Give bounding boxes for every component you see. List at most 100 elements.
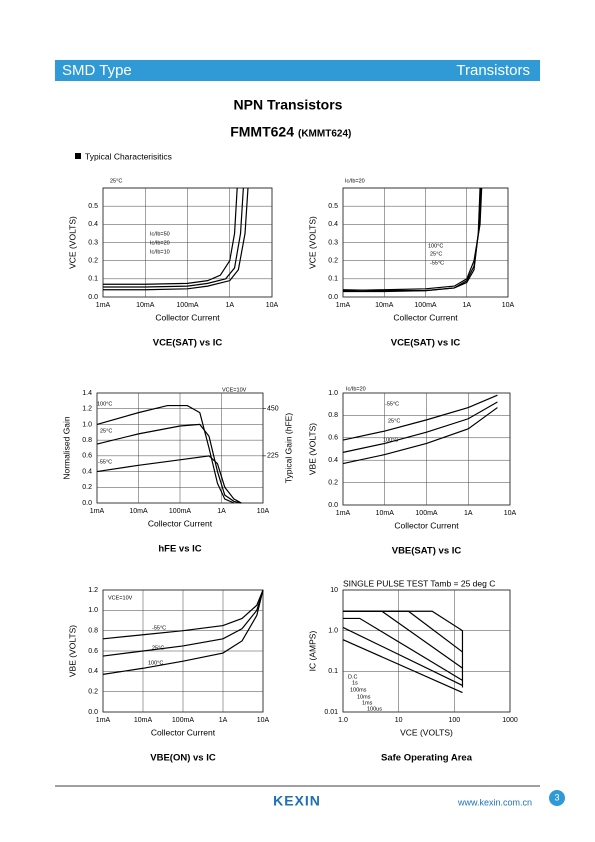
curve — [343, 610, 463, 653]
y-axis-label: VCE (VOLTS) — [307, 216, 317, 269]
x-tick-label: 1mA — [90, 508, 105, 515]
series-label: -55°C — [385, 401, 399, 407]
x-axis-label: Collector Current — [393, 312, 458, 322]
footer-url: www.kexin.com.cn — [457, 797, 532, 807]
x-tick-label: 100mA — [172, 717, 195, 724]
y-tick-label: 0.4 — [82, 468, 92, 475]
y2-axis-label: Typical Gain (hFE) — [283, 413, 293, 484]
x-axis-label: Collector Current — [151, 727, 216, 737]
series-label: 100°C — [428, 243, 443, 249]
page-badge — [549, 790, 565, 806]
y-tick-label: 1.0 — [328, 390, 338, 397]
part-alt: (KMMT624) — [298, 129, 351, 140]
y-tick-label: 0.0 — [82, 500, 92, 507]
y-tick-label: 0.4 — [88, 668, 98, 675]
x-tick-label: 1mA — [336, 510, 351, 517]
y-tick-label: 0.4 — [328, 457, 338, 464]
y-tick-label: 0.2 — [88, 689, 98, 696]
y-axis-label: Normalised Gain — [61, 416, 71, 480]
curve — [342, 639, 463, 694]
chart-title: SINGLE PULSE TEST Tamb = 25 deg C — [343, 578, 495, 588]
series-label: 25°C — [100, 428, 112, 434]
curve — [342, 187, 483, 292]
curve — [343, 610, 464, 688]
y-tick-label: 0.8 — [82, 437, 92, 444]
y-tick-label: 0.01 — [324, 709, 338, 716]
y-tick-label: 0.1 — [88, 276, 98, 283]
y-tick-label: 0.3 — [88, 239, 98, 246]
y-tick-label: 1.2 — [88, 587, 98, 594]
y-tick-label: 0.2 — [328, 479, 338, 486]
curve — [342, 187, 481, 292]
x-tick-label: 10A — [266, 302, 279, 309]
x-tick-label: 1A — [462, 302, 471, 309]
part-number: FMMT624 — [230, 124, 294, 140]
page-number: 3 — [554, 792, 559, 802]
curve — [103, 187, 244, 288]
curve — [96, 404, 235, 504]
y-tick-label: 0.8 — [328, 412, 338, 419]
y-tick-label: 1.0 — [82, 421, 92, 428]
y-tick-label: 0.5 — [328, 203, 338, 210]
section-title: Typical Characterisitics — [85, 151, 172, 161]
y-tick-label: 0.0 — [328, 294, 338, 301]
curve — [343, 187, 482, 293]
chart-caption: Safe Operating Area — [381, 753, 473, 764]
series-label: 1s — [352, 680, 358, 686]
curve — [103, 187, 249, 291]
y-axis-label: VCE (VOLTS) — [67, 216, 77, 269]
x-tick-label: 100mA — [414, 302, 437, 309]
series-label: 100°C — [148, 660, 163, 666]
x-tick-label: 100 — [448, 717, 460, 724]
x-tick-label: 10A — [257, 717, 270, 724]
curve — [102, 589, 264, 657]
x-tick-label: 1000 — [502, 717, 518, 724]
series-label: 25°C — [152, 645, 164, 651]
y-tick-label: 0.3 — [328, 239, 338, 246]
x-tick-label: 10mA — [134, 717, 153, 724]
series-label: Ic/Ib=10 — [150, 249, 170, 255]
series-label: 10ms — [357, 694, 371, 700]
header-left: SMD Type — [62, 62, 132, 79]
y-axis-label: IC (AMPS) — [307, 631, 317, 672]
y-tick-label: 1.2 — [82, 406, 92, 413]
annotation: Ic/Ib=20 — [346, 386, 366, 392]
x-tick-label: 1mA — [96, 302, 111, 309]
x-axis-label: Collector Current — [394, 520, 459, 530]
annotation: VCE=10V — [108, 595, 133, 601]
y-tick-label: 0.0 — [328, 502, 338, 509]
chart-caption: VBE(SAT) vs IC — [392, 546, 462, 557]
y-tick-label: 0.0 — [88, 709, 98, 716]
annotation: Ic/Ib=20 — [345, 178, 365, 184]
x-tick-label: 10mA — [136, 302, 155, 309]
series-label: Ic/Ib=50 — [150, 231, 170, 237]
curve — [342, 394, 498, 441]
x-tick-label: 100mA — [176, 302, 199, 309]
curve — [342, 401, 498, 453]
footer-brand: KEXIN — [273, 793, 321, 809]
x-tick-label: 1A — [225, 302, 234, 309]
y-tick-label: 0.4 — [88, 221, 98, 228]
y-tick-label: 0.2 — [88, 258, 98, 265]
bullet — [75, 153, 81, 159]
annotation: 25°C — [110, 178, 122, 184]
y-tick-label: 0.0 — [88, 294, 98, 301]
x-tick-label: 1mA — [336, 302, 351, 309]
y-tick-label: 0.6 — [88, 648, 98, 655]
series-label: Ic/Ib=20 — [150, 240, 170, 246]
x-axis-label: Collector Current — [148, 518, 213, 528]
y-tick-label: 0.4 — [328, 221, 338, 228]
y-axis-label: VBE (VOLTS) — [307, 423, 317, 475]
x-tick-label: 10mA — [129, 508, 148, 515]
series-label: 100ms — [350, 687, 367, 693]
series-label: -55°C — [152, 625, 166, 631]
y-axis-label: VBE (VOLTS) — [67, 625, 77, 677]
x-tick-label: 1mA — [96, 717, 111, 724]
y-tick-label: 1.4 — [82, 390, 92, 397]
x-tick-label: 10A — [257, 508, 270, 515]
doc-title: NPN Transistors — [234, 97, 343, 113]
y-tick-label: 1.0 — [328, 628, 338, 635]
x-axis-label: VCE (VOLTS) — [400, 727, 453, 737]
series-label: 1ms — [362, 700, 373, 706]
